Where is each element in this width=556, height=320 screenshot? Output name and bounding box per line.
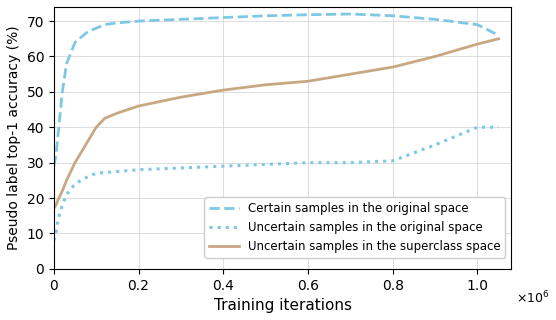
Certain samples in the original space (262, 14, 269, 18)
Uncertain samples in the original space (114, 170, 121, 173)
Uncertain samples in the superclass space (431, 55, 438, 59)
Uncertain samples in the original space (431, 143, 438, 147)
Certain samples in the original space (495, 33, 502, 37)
Uncertain samples in the original space (220, 164, 227, 168)
Certain samples in the original space (347, 12, 354, 16)
Certain samples in the original space (389, 14, 396, 18)
Certain samples in the original space (220, 16, 227, 20)
Text: $\times$10$^6$: $\times$10$^6$ (516, 290, 549, 306)
Uncertain samples in the superclass space (347, 72, 354, 76)
Uncertain samples in the superclass space (54, 198, 61, 202)
Uncertain samples in the original space (389, 159, 396, 163)
Line: Uncertain samples in the superclass space: Uncertain samples in the superclass spac… (54, 39, 499, 209)
Uncertain samples in the original space (495, 125, 502, 129)
Certain samples in the original space (54, 132, 61, 136)
Uncertain samples in the original space (347, 161, 354, 164)
Y-axis label: Pseudo label top-1 accuracy (%): Pseudo label top-1 accuracy (%) (7, 26, 21, 250)
Uncertain samples in the superclass space (474, 42, 481, 46)
Uncertain samples in the original space (72, 182, 78, 186)
Uncertain samples in the superclass space (72, 161, 78, 164)
Uncertain samples in the superclass space (262, 83, 269, 87)
Certain samples in the original space (431, 17, 438, 21)
X-axis label: Training iterations: Training iterations (214, 298, 351, 313)
Certain samples in the original space (93, 26, 100, 30)
Certain samples in the original space (63, 62, 70, 66)
Certain samples in the original space (114, 21, 121, 25)
Uncertain samples in the original space (135, 168, 142, 172)
Uncertain samples in the original space (63, 193, 70, 196)
Uncertain samples in the superclass space (59, 189, 66, 193)
Uncertain samples in the superclass space (101, 116, 108, 120)
Uncertain samples in the superclass space (63, 179, 70, 182)
Uncertain samples in the original space (85, 175, 91, 179)
Uncertain samples in the original space (93, 171, 100, 175)
Line: Certain samples in the original space: Certain samples in the original space (54, 14, 499, 166)
Uncertain samples in the superclass space (114, 111, 121, 115)
Uncertain samples in the superclass space (85, 140, 91, 143)
Certain samples in the original space (59, 90, 66, 94)
Certain samples in the original space (85, 30, 91, 34)
Uncertain samples in the original space (177, 166, 184, 170)
Legend: Certain samples in the original space, Uncertain samples in the original space, : Certain samples in the original space, U… (204, 197, 505, 258)
Uncertain samples in the superclass space (177, 95, 184, 99)
Uncertain samples in the superclass space (51, 207, 57, 211)
Uncertain samples in the superclass space (495, 37, 502, 41)
Uncertain samples in the superclass space (53, 203, 59, 207)
Certain samples in the original space (177, 17, 184, 21)
Line: Uncertain samples in the original space: Uncertain samples in the original space (54, 127, 499, 240)
Certain samples in the original space (51, 164, 57, 168)
Uncertain samples in the superclass space (135, 104, 142, 108)
Uncertain samples in the original space (51, 238, 57, 242)
Uncertain samples in the original space (474, 125, 481, 129)
Uncertain samples in the original space (262, 163, 269, 166)
Uncertain samples in the original space (53, 231, 59, 235)
Uncertain samples in the original space (59, 203, 66, 207)
Certain samples in the original space (53, 154, 59, 157)
Certain samples in the original space (72, 40, 78, 44)
Certain samples in the original space (305, 13, 311, 17)
Uncertain samples in the superclass space (389, 65, 396, 69)
Uncertain samples in the superclass space (93, 125, 100, 129)
Certain samples in the original space (474, 23, 481, 27)
Uncertain samples in the superclass space (220, 88, 227, 92)
Uncertain samples in the original space (305, 161, 311, 164)
Certain samples in the original space (135, 19, 142, 23)
Uncertain samples in the original space (54, 217, 61, 221)
Certain samples in the original space (101, 23, 108, 27)
Uncertain samples in the superclass space (305, 79, 311, 83)
